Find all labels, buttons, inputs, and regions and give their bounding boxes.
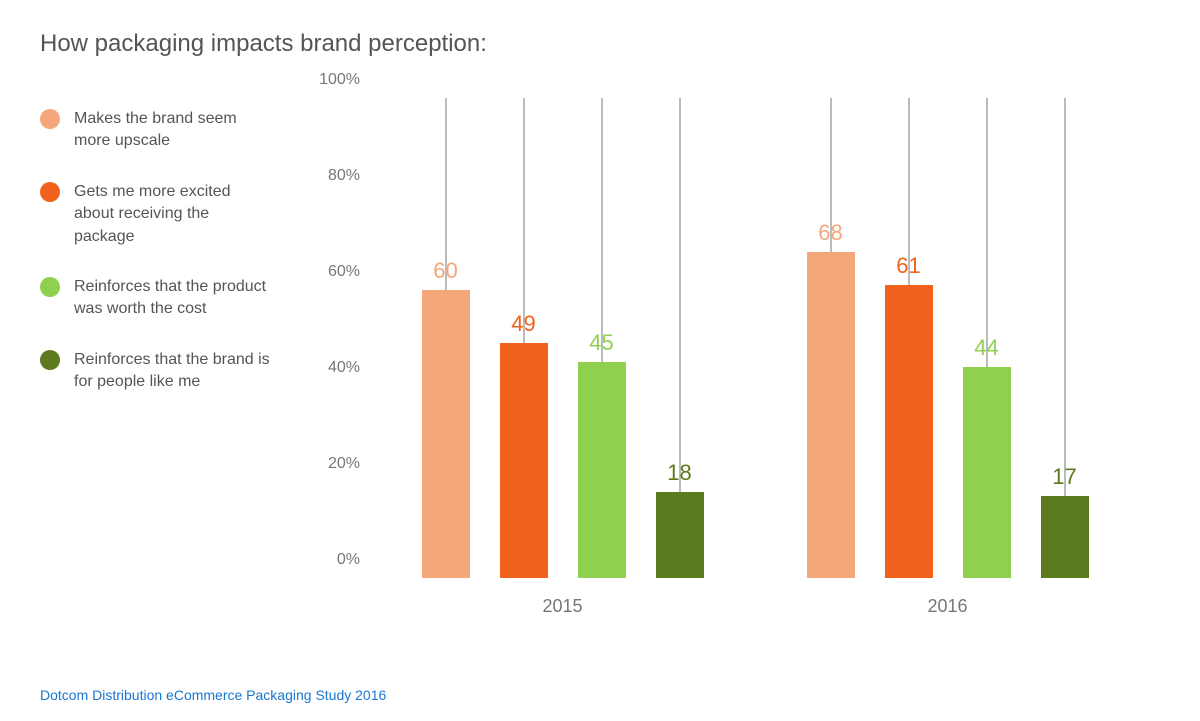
bar-worth [578,362,626,578]
bar-worth [963,367,1011,578]
x-axis-label: 2016 [927,596,967,617]
bar-value: 68 [818,220,842,246]
bar-slot: 49 [500,98,548,578]
group-2016: 68 61 44 17 [755,98,1140,578]
legend-label: Reinforces that the brand is for people … [74,349,270,394]
bar-excited [885,285,933,578]
bar-value: 17 [1052,464,1076,490]
legend-dot-icon [40,350,60,370]
legend-label: Makes the brand seem more upscale [74,108,270,153]
bar-value: 61 [896,253,920,279]
bar-value: 44 [974,335,998,361]
bar-value: 60 [433,258,457,284]
legend-dot-icon [40,182,60,202]
source-link[interactable]: Dotcom Distribution eCommerce Packaging … [40,687,386,703]
bar-slot: 45 [578,98,626,578]
bar-upscale [807,252,855,578]
bar-slot: 44 [963,98,1011,578]
bar-value: 45 [589,330,613,356]
bar-slot: 68 [807,98,855,578]
legend-dot-icon [40,109,60,129]
legend-item-upscale: Makes the brand seem more upscale [40,108,270,153]
y-tick: 60% [310,263,360,281]
y-tick: 0% [310,551,360,569]
legend: Makes the brand seem more upscale Gets m… [40,98,270,638]
y-tick: 20% [310,455,360,473]
y-tick: 40% [310,359,360,377]
bar-upscale [422,290,470,578]
legend-dot-icon [40,277,60,297]
bar-slot: 61 [885,98,933,578]
bar-slot: 60 [422,98,470,578]
legend-item-worth: Reinforces that the product was worth th… [40,276,270,321]
x-axis-label: 2015 [542,596,582,617]
group-2015: 60 49 45 18 [370,98,755,578]
bar-people [1041,496,1089,578]
bar-people [656,492,704,578]
chart-title: How packaging impacts brand perception: [40,30,1160,58]
y-tick: 80% [310,167,360,185]
bar-slot: 18 [656,98,704,578]
legend-label: Gets me more excited about receiving the… [74,181,270,248]
bar-value: 18 [667,460,691,486]
bar-value: 49 [511,311,535,337]
y-tick: 100% [310,71,360,89]
legend-label: Reinforces that the product was worth th… [74,276,270,321]
bar-excited [500,343,548,578]
content-row: Makes the brand seem more upscale Gets m… [40,98,1160,638]
legend-item-people: Reinforces that the brand is for people … [40,349,270,394]
bar-slot: 17 [1041,98,1089,578]
legend-item-excited: Gets me more excited about receiving the… [40,181,270,248]
plot-area: 0% 20% 40% 60% 80% 100% 60 49 [370,98,1140,578]
bar-groups: 60 49 45 18 [370,98,1140,578]
chart: 0% 20% 40% 60% 80% 100% 60 49 [310,98,1160,638]
